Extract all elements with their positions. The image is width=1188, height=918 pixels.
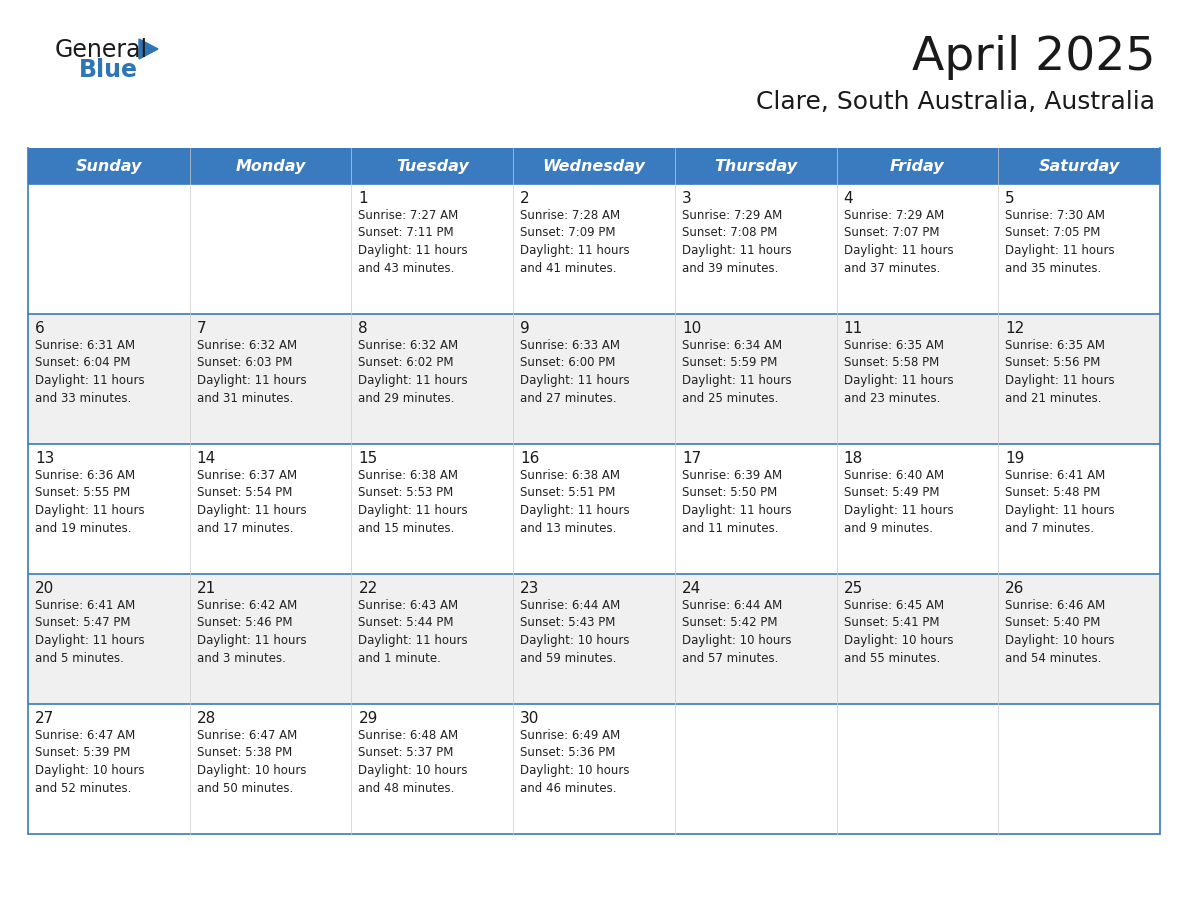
- Bar: [29, 184, 1159, 314]
- Text: Sunrise: 6:38 AM
Sunset: 5:51 PM
Daylight: 11 hours
and 13 minutes.: Sunrise: 6:38 AM Sunset: 5:51 PM Dayligh…: [520, 469, 630, 534]
- Text: Sunrise: 6:31 AM
Sunset: 6:04 PM
Daylight: 11 hours
and 33 minutes.: Sunrise: 6:31 AM Sunset: 6:04 PM Dayligh…: [34, 339, 145, 405]
- Text: Sunrise: 6:44 AM
Sunset: 5:42 PM
Daylight: 10 hours
and 57 minutes.: Sunrise: 6:44 AM Sunset: 5:42 PM Dayligh…: [682, 599, 791, 665]
- Text: Clare, South Australia, Australia: Clare, South Australia, Australia: [756, 90, 1155, 114]
- Text: 3: 3: [682, 191, 691, 206]
- Text: 19: 19: [1005, 451, 1025, 466]
- Text: Sunrise: 6:35 AM
Sunset: 5:56 PM
Daylight: 11 hours
and 21 minutes.: Sunrise: 6:35 AM Sunset: 5:56 PM Dayligh…: [1005, 339, 1114, 405]
- Text: Sunday: Sunday: [76, 159, 143, 174]
- Bar: [29, 444, 1159, 574]
- Text: Sunrise: 6:45 AM
Sunset: 5:41 PM
Daylight: 10 hours
and 55 minutes.: Sunrise: 6:45 AM Sunset: 5:41 PM Dayligh…: [843, 599, 953, 665]
- Text: Sunrise: 6:36 AM
Sunset: 5:55 PM
Daylight: 11 hours
and 19 minutes.: Sunrise: 6:36 AM Sunset: 5:55 PM Dayligh…: [34, 469, 145, 534]
- Text: 8: 8: [359, 321, 368, 336]
- Text: 27: 27: [34, 711, 55, 726]
- Text: Thursday: Thursday: [714, 159, 797, 174]
- Text: 11: 11: [843, 321, 862, 336]
- Text: Sunrise: 6:35 AM
Sunset: 5:58 PM
Daylight: 11 hours
and 23 minutes.: Sunrise: 6:35 AM Sunset: 5:58 PM Dayligh…: [843, 339, 953, 405]
- Text: Wednesday: Wednesday: [543, 159, 645, 174]
- Text: 7: 7: [197, 321, 207, 336]
- Text: Sunrise: 6:48 AM
Sunset: 5:37 PM
Daylight: 10 hours
and 48 minutes.: Sunrise: 6:48 AM Sunset: 5:37 PM Dayligh…: [359, 729, 468, 794]
- Text: 10: 10: [682, 321, 701, 336]
- Text: 16: 16: [520, 451, 539, 466]
- Text: 23: 23: [520, 581, 539, 596]
- Text: Tuesday: Tuesday: [396, 159, 468, 174]
- Text: 21: 21: [197, 581, 216, 596]
- Text: 5: 5: [1005, 191, 1015, 206]
- Text: Sunrise: 6:43 AM
Sunset: 5:44 PM
Daylight: 11 hours
and 1 minute.: Sunrise: 6:43 AM Sunset: 5:44 PM Dayligh…: [359, 599, 468, 665]
- Text: Sunrise: 6:47 AM
Sunset: 5:38 PM
Daylight: 10 hours
and 50 minutes.: Sunrise: 6:47 AM Sunset: 5:38 PM Dayligh…: [197, 729, 307, 794]
- Text: Sunrise: 7:28 AM
Sunset: 7:09 PM
Daylight: 11 hours
and 41 minutes.: Sunrise: 7:28 AM Sunset: 7:09 PM Dayligh…: [520, 209, 630, 274]
- Text: 29: 29: [359, 711, 378, 726]
- Text: 4: 4: [843, 191, 853, 206]
- Bar: [29, 314, 1159, 444]
- Text: General: General: [55, 38, 148, 62]
- Text: 14: 14: [197, 451, 216, 466]
- Text: Sunrise: 6:47 AM
Sunset: 5:39 PM
Daylight: 10 hours
and 52 minutes.: Sunrise: 6:47 AM Sunset: 5:39 PM Dayligh…: [34, 729, 145, 794]
- Text: 13: 13: [34, 451, 55, 466]
- Text: 26: 26: [1005, 581, 1025, 596]
- Text: 18: 18: [843, 451, 862, 466]
- Text: 1: 1: [359, 191, 368, 206]
- Bar: [29, 704, 1159, 834]
- Bar: [29, 574, 1159, 704]
- Text: 17: 17: [682, 451, 701, 466]
- Text: 9: 9: [520, 321, 530, 336]
- Text: Sunrise: 7:29 AM
Sunset: 7:08 PM
Daylight: 11 hours
and 39 minutes.: Sunrise: 7:29 AM Sunset: 7:08 PM Dayligh…: [682, 209, 791, 274]
- Text: Sunrise: 7:30 AM
Sunset: 7:05 PM
Daylight: 11 hours
and 35 minutes.: Sunrise: 7:30 AM Sunset: 7:05 PM Dayligh…: [1005, 209, 1114, 274]
- Text: Sunrise: 7:29 AM
Sunset: 7:07 PM
Daylight: 11 hours
and 37 minutes.: Sunrise: 7:29 AM Sunset: 7:07 PM Dayligh…: [843, 209, 953, 274]
- Text: 24: 24: [682, 581, 701, 596]
- Text: Sunrise: 6:41 AM
Sunset: 5:48 PM
Daylight: 11 hours
and 7 minutes.: Sunrise: 6:41 AM Sunset: 5:48 PM Dayligh…: [1005, 469, 1114, 534]
- Text: Saturday: Saturday: [1038, 159, 1120, 174]
- Text: Sunrise: 6:37 AM
Sunset: 5:54 PM
Daylight: 11 hours
and 17 minutes.: Sunrise: 6:37 AM Sunset: 5:54 PM Dayligh…: [197, 469, 307, 534]
- Text: Sunrise: 6:42 AM
Sunset: 5:46 PM
Daylight: 11 hours
and 3 minutes.: Sunrise: 6:42 AM Sunset: 5:46 PM Dayligh…: [197, 599, 307, 665]
- Text: Sunrise: 6:33 AM
Sunset: 6:00 PM
Daylight: 11 hours
and 27 minutes.: Sunrise: 6:33 AM Sunset: 6:00 PM Dayligh…: [520, 339, 630, 405]
- Text: 2: 2: [520, 191, 530, 206]
- Text: Sunrise: 6:40 AM
Sunset: 5:49 PM
Daylight: 11 hours
and 9 minutes.: Sunrise: 6:40 AM Sunset: 5:49 PM Dayligh…: [843, 469, 953, 534]
- Text: 22: 22: [359, 581, 378, 596]
- Text: Sunrise: 6:39 AM
Sunset: 5:50 PM
Daylight: 11 hours
and 11 minutes.: Sunrise: 6:39 AM Sunset: 5:50 PM Dayligh…: [682, 469, 791, 534]
- Text: Sunrise: 7:27 AM
Sunset: 7:11 PM
Daylight: 11 hours
and 43 minutes.: Sunrise: 7:27 AM Sunset: 7:11 PM Dayligh…: [359, 209, 468, 274]
- Text: Sunrise: 6:44 AM
Sunset: 5:43 PM
Daylight: 10 hours
and 59 minutes.: Sunrise: 6:44 AM Sunset: 5:43 PM Dayligh…: [520, 599, 630, 665]
- Text: 6: 6: [34, 321, 45, 336]
- Text: 28: 28: [197, 711, 216, 726]
- Text: Sunrise: 6:32 AM
Sunset: 6:02 PM
Daylight: 11 hours
and 29 minutes.: Sunrise: 6:32 AM Sunset: 6:02 PM Dayligh…: [359, 339, 468, 405]
- Text: April 2025: April 2025: [911, 35, 1155, 80]
- Text: Sunrise: 6:38 AM
Sunset: 5:53 PM
Daylight: 11 hours
and 15 minutes.: Sunrise: 6:38 AM Sunset: 5:53 PM Dayligh…: [359, 469, 468, 534]
- Text: Sunrise: 6:41 AM
Sunset: 5:47 PM
Daylight: 11 hours
and 5 minutes.: Sunrise: 6:41 AM Sunset: 5:47 PM Dayligh…: [34, 599, 145, 665]
- Text: Sunrise: 6:34 AM
Sunset: 5:59 PM
Daylight: 11 hours
and 25 minutes.: Sunrise: 6:34 AM Sunset: 5:59 PM Dayligh…: [682, 339, 791, 405]
- Bar: [29, 148, 1159, 184]
- Text: 20: 20: [34, 581, 55, 596]
- Text: Blue: Blue: [78, 58, 138, 82]
- Text: 12: 12: [1005, 321, 1024, 336]
- Polygon shape: [139, 39, 158, 59]
- Text: Sunrise: 6:32 AM
Sunset: 6:03 PM
Daylight: 11 hours
and 31 minutes.: Sunrise: 6:32 AM Sunset: 6:03 PM Dayligh…: [197, 339, 307, 405]
- Text: 30: 30: [520, 711, 539, 726]
- Text: Sunrise: 6:46 AM
Sunset: 5:40 PM
Daylight: 10 hours
and 54 minutes.: Sunrise: 6:46 AM Sunset: 5:40 PM Dayligh…: [1005, 599, 1114, 665]
- Text: Sunrise: 6:49 AM
Sunset: 5:36 PM
Daylight: 10 hours
and 46 minutes.: Sunrise: 6:49 AM Sunset: 5:36 PM Dayligh…: [520, 729, 630, 794]
- Text: 25: 25: [843, 581, 862, 596]
- Text: Friday: Friday: [890, 159, 944, 174]
- Text: 15: 15: [359, 451, 378, 466]
- Text: Monday: Monday: [235, 159, 305, 174]
